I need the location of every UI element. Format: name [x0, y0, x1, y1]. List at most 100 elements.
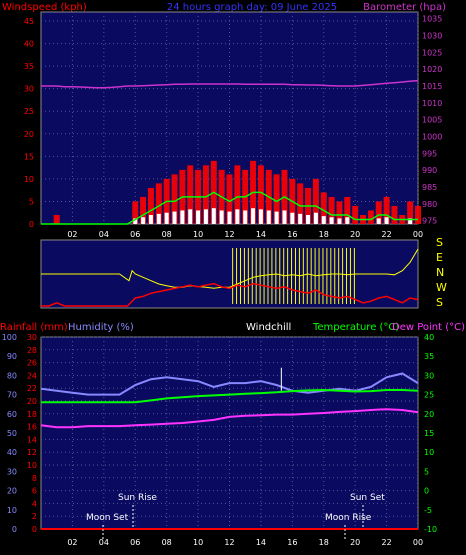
windspeed-bar	[352, 205, 359, 224]
barometer-axis-title: Barometer (hpa)	[363, 2, 446, 13]
wind-y-tick: 30	[24, 85, 34, 94]
wind-y-tick: 0	[29, 220, 34, 229]
humidity-y-tick: 50	[7, 429, 17, 438]
temperature-y-tick: 35	[424, 352, 434, 361]
windgust-bar	[384, 217, 389, 224]
temperature-y-tick: 40	[424, 333, 434, 342]
humidity-y-tick: 60	[7, 410, 17, 419]
humidity-y-tick: 70	[7, 391, 17, 400]
windspeed-bar	[155, 183, 162, 224]
temp-x-tick: 04	[99, 538, 109, 547]
windspeed-bar	[328, 196, 335, 224]
humidity-y-tick: 90	[7, 352, 17, 361]
windgust-bar	[274, 211, 279, 224]
rainfall-y-tick: 20	[27, 397, 37, 406]
temperature-y-tick: 15	[424, 429, 434, 438]
direction-label: N	[436, 266, 444, 279]
wind-axes: 02 04 06 08 10 12 14 16 18 20 22 000510152025303540…	[24, 15, 443, 239]
windgust-bar	[313, 212, 318, 224]
windspeed-bar	[234, 165, 241, 224]
windspeed-bar	[320, 192, 327, 224]
windspeed-bar	[391, 205, 398, 224]
windgust-bar	[298, 213, 303, 224]
temp-x-tick: 20	[350, 538, 360, 547]
temp-x-tick: 02	[67, 538, 77, 547]
windgust-bar	[141, 217, 146, 224]
chart-title: 24 hours graph day: 09 June 2025	[167, 2, 337, 13]
temperature-y-tick: -5	[424, 506, 432, 515]
direction-label: W	[436, 281, 447, 294]
windgust-bar	[258, 209, 263, 224]
rainfall-y-tick: 26	[27, 359, 37, 368]
windspeed-bar	[312, 178, 319, 224]
wind-x-tick: 18	[319, 230, 329, 239]
rainfall-y-tick: 16	[27, 423, 37, 432]
dewpoint-line	[40, 408, 419, 429]
windspeed-bar	[336, 201, 343, 224]
temperature-y-tick: 30	[424, 371, 434, 380]
windspeed-bar	[297, 183, 304, 224]
moon-set-label: Moon Set	[86, 513, 129, 523]
wind-y-tick: 20	[24, 130, 34, 139]
temperature-y-tick: -10	[424, 525, 437, 534]
barometer-y-tick: 980	[422, 200, 437, 209]
barometer-y-tick: 990	[422, 166, 437, 175]
barometer-y-tick: 1010	[422, 99, 442, 108]
windspeed-bar	[273, 174, 280, 224]
windspeed-bar	[187, 165, 194, 224]
rainfall-y-tick: 14	[27, 435, 37, 444]
rainfall-y-tick: 2	[32, 512, 37, 521]
temp-x-tick: 10	[193, 538, 203, 547]
barometer-y-tick: 1015	[422, 82, 442, 91]
humidity-y-tick: 100	[2, 333, 17, 342]
temp-x-tick: 22	[381, 538, 391, 547]
temperature-y-tick: 5	[424, 467, 429, 476]
humidity-y-tick: 40	[7, 448, 17, 457]
barometer-y-tick: 1000	[422, 133, 442, 142]
barometer-y-tick: 1020	[422, 65, 442, 74]
temp-x-tick: 16	[287, 538, 297, 547]
rainfall-y-tick: 12	[27, 448, 37, 457]
temperature-y-tick: 0	[424, 487, 429, 496]
barometer-y-tick: 995	[422, 149, 437, 158]
windspeed-bar	[132, 201, 139, 224]
windgust-bar	[306, 214, 311, 224]
temperature-y-tick: 25	[424, 391, 434, 400]
windgust-bar	[251, 208, 256, 224]
windspeed-bar	[407, 201, 414, 224]
temp-x-tick: 00	[413, 538, 423, 547]
temperature-axis-title: Temperature (°C)	[312, 322, 399, 333]
windgust-bar	[172, 211, 177, 224]
windspeed-bar	[53, 214, 60, 224]
direction-series	[41, 248, 419, 307]
windgust-bar	[196, 210, 201, 224]
windgust-bar	[408, 218, 413, 224]
windgust-bar	[164, 212, 169, 224]
rainfall-y-tick: 22	[27, 384, 37, 393]
windgust-bar	[180, 210, 185, 224]
windgust-bar	[282, 210, 287, 224]
humidity-y-tick: 30	[7, 467, 17, 476]
windgust-bar	[156, 213, 161, 224]
sun-set-label: Sun Set	[350, 493, 385, 503]
rainfall-y-tick: 18	[27, 410, 37, 419]
windgust-bar	[227, 211, 232, 224]
wind-series	[41, 79, 421, 225]
windspeed-bar	[383, 196, 390, 224]
windgust-bar	[211, 208, 216, 224]
moon-rise-label: Moon Rise	[325, 513, 372, 523]
rainfall-y-tick: 6	[32, 487, 37, 496]
wind-x-tick: 10	[193, 230, 203, 239]
windspeed-bar	[147, 187, 154, 224]
windspeed-bar	[226, 174, 233, 224]
windgust-bar	[290, 212, 295, 224]
dewpoint-axis-title: Dew Point (°C)	[392, 322, 465, 333]
temp-series	[40, 367, 419, 530]
windgust-bar	[345, 217, 350, 224]
barometer-y-tick: 985	[422, 183, 437, 192]
windgust-bar	[188, 209, 193, 224]
humidity-y-tick: 20	[7, 487, 17, 496]
barometer-y-tick: 975	[422, 217, 437, 226]
